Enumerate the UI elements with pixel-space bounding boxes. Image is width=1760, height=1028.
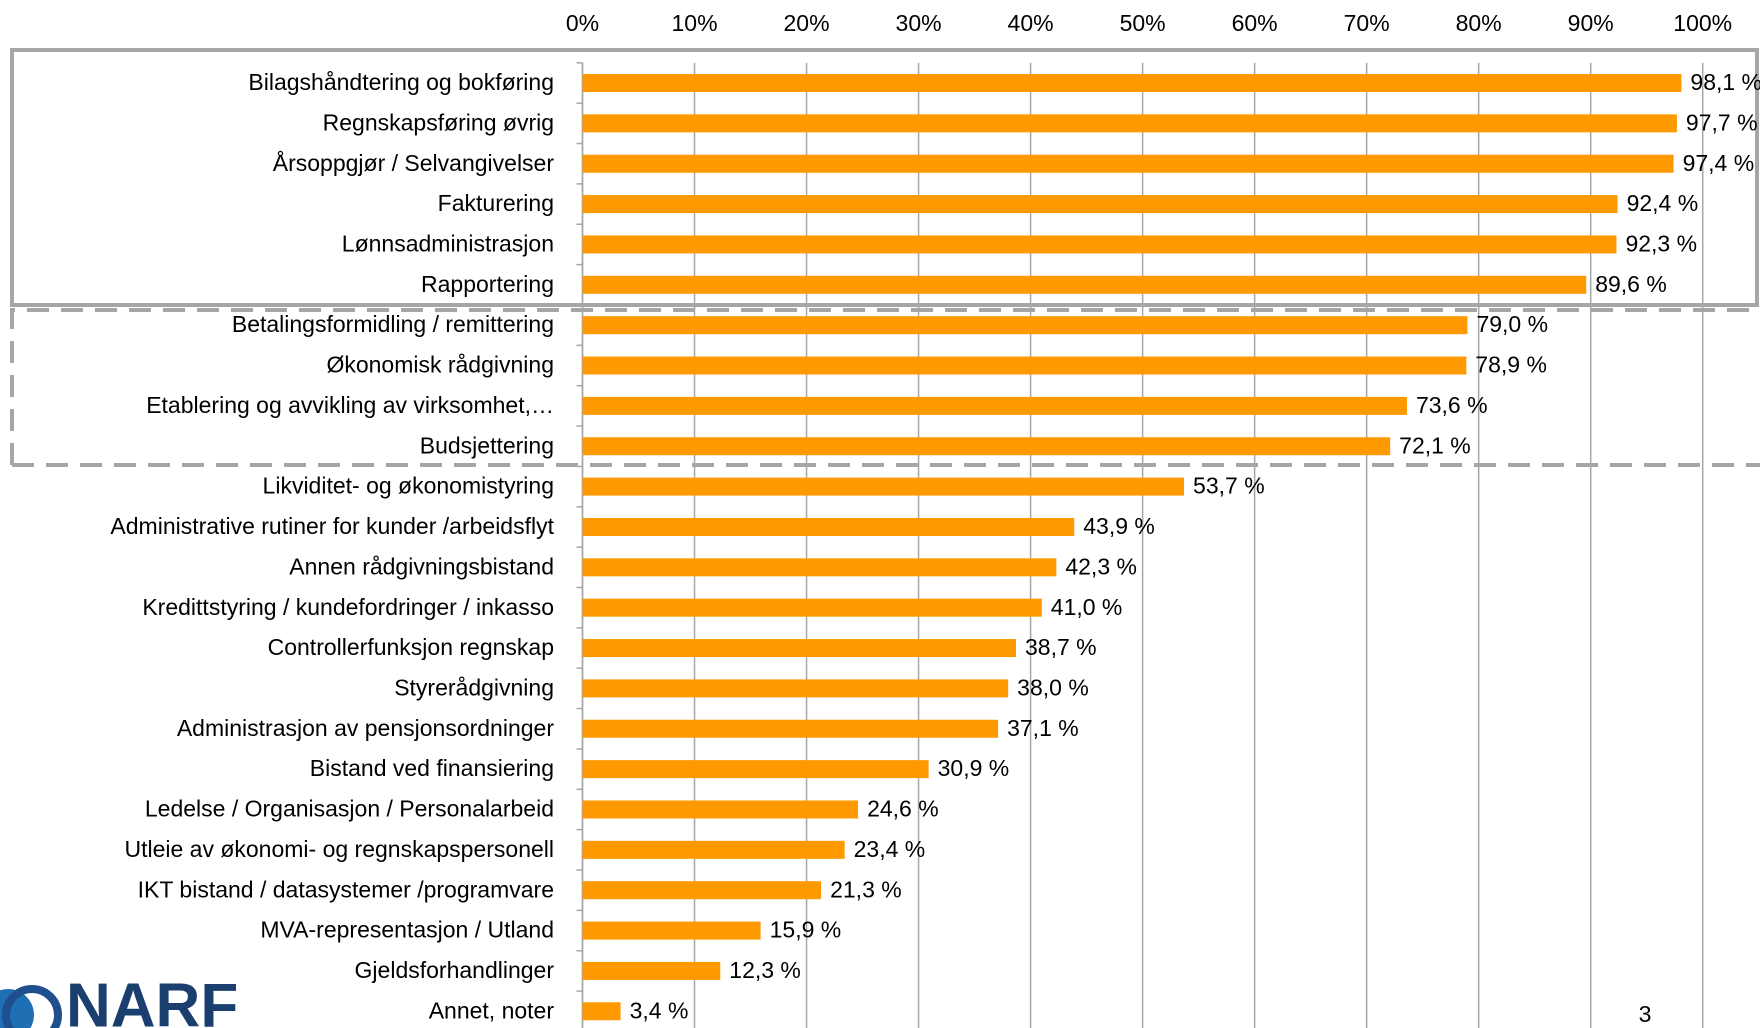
bar (582, 396, 1407, 415)
x-tick-label: 90% (1568, 10, 1614, 36)
data-label: 42,3 % (1065, 553, 1137, 579)
category-label: Utleie av økonomi- og regnskapspersonell (124, 836, 554, 862)
category-label: Gjeldsforhandlinger (355, 957, 555, 983)
bar (582, 235, 1617, 254)
bar (582, 881, 822, 900)
data-label: 98,1 % (1690, 69, 1760, 95)
category-label: Administrasjon av pensjonsordninger (177, 715, 554, 741)
data-label: 41,0 % (1051, 594, 1123, 620)
bar (582, 74, 1682, 92)
bar (582, 679, 1009, 698)
x-tick-label: 80% (1456, 10, 1502, 36)
x-tick-label: 30% (896, 10, 942, 36)
data-label: 38,0 % (1017, 674, 1089, 700)
x-tick-label: 10% (671, 10, 717, 36)
bar (582, 719, 999, 738)
data-label: 12,3 % (729, 957, 801, 983)
data-label: 73,6 % (1416, 392, 1488, 418)
group-box-dashed (10, 308, 1760, 467)
category-label: Controllerfunksjon regnskap (268, 634, 554, 660)
category-label: Betalingsformidling / remittering (232, 311, 554, 337)
bar (582, 114, 1677, 133)
x-tick-label: 70% (1344, 10, 1390, 36)
logo: NARF (0, 971, 238, 1028)
category-label: Likviditet- og økonomistyring (263, 473, 554, 499)
data-label: 97,4 % (1683, 150, 1755, 176)
bar (582, 517, 1075, 536)
category-label: Budsjettering (420, 432, 554, 458)
category-label: Styrerådgivning (394, 674, 554, 700)
data-label: 92,3 % (1625, 231, 1697, 257)
x-tick-label: 20% (784, 10, 830, 36)
bar (582, 558, 1057, 577)
category-label: Lønnsadministrasjon (342, 231, 554, 257)
category-label: Økonomisk rådgivning (326, 352, 554, 378)
category-label: Annen rådgivningsbistand (289, 553, 554, 579)
data-label: 79,0 % (1476, 311, 1548, 337)
category-label: Administrative rutiner for kunder /arbei… (110, 513, 554, 539)
data-label: 3,4 % (630, 997, 689, 1023)
x-tick-label: 40% (1008, 10, 1054, 36)
category-label: Ledelse / Organisasjon / Personalarbeid (145, 796, 554, 822)
x-tick-label: 100% (1673, 10, 1732, 36)
data-label: 72,1 % (1399, 432, 1471, 458)
category-label: Bistand ved finansiering (310, 755, 554, 781)
data-label: 21,3 % (830, 876, 902, 902)
bar (582, 800, 859, 819)
page-number: 3 (1639, 1001, 1652, 1027)
data-label: 89,6 % (1595, 271, 1667, 297)
bar (582, 275, 1587, 294)
x-tick-label: 60% (1232, 10, 1278, 36)
bar (582, 1002, 621, 1021)
category-label: Kredittstyring / kundefordringer / inkas… (142, 594, 554, 620)
category-label: Bilagshåndtering og bokføring (248, 69, 554, 95)
data-label: 24,6 % (867, 796, 939, 822)
category-label: Regnskapsføring øvrig (323, 109, 554, 135)
category-label: Etablering og avvikling av virksomhet,… (146, 392, 554, 418)
category-label: IKT bistand / datasystemer /programvare (138, 876, 554, 902)
data-label: 15,9 % (770, 917, 842, 943)
bar (582, 154, 1674, 173)
group-box-solid (10, 48, 1759, 307)
bar (582, 356, 1467, 375)
bar (582, 598, 1042, 617)
data-label: 38,7 % (1025, 634, 1097, 660)
bar (582, 316, 1468, 335)
data-label: 30,9 % (938, 755, 1010, 781)
bar (582, 437, 1391, 456)
x-tick-label: 50% (1120, 10, 1166, 36)
data-label: 23,4 % (854, 836, 926, 862)
data-label: 37,1 % (1007, 715, 1079, 741)
category-label: Årsoppgjør / Selvangivelser (273, 149, 555, 176)
bar (582, 760, 929, 779)
bar (582, 961, 721, 980)
x-tick-label: 0% (566, 10, 599, 36)
data-label: 92,4 % (1627, 190, 1699, 216)
category-label: Fakturering (438, 190, 554, 216)
bar (582, 840, 845, 859)
category-label: MVA-representasjon / Utland (260, 917, 554, 943)
bar (582, 921, 761, 940)
bar (582, 639, 1017, 658)
data-label: 53,7 % (1193, 473, 1265, 499)
bar (582, 195, 1618, 214)
category-label: Rapportering (421, 271, 554, 297)
data-label: 78,9 % (1475, 352, 1547, 378)
logo-text: NARF (66, 971, 238, 1028)
data-label: 97,7 % (1686, 109, 1758, 135)
category-label: Annet, noter (429, 997, 555, 1023)
bar (582, 477, 1185, 496)
data-label: 43,9 % (1083, 513, 1155, 539)
